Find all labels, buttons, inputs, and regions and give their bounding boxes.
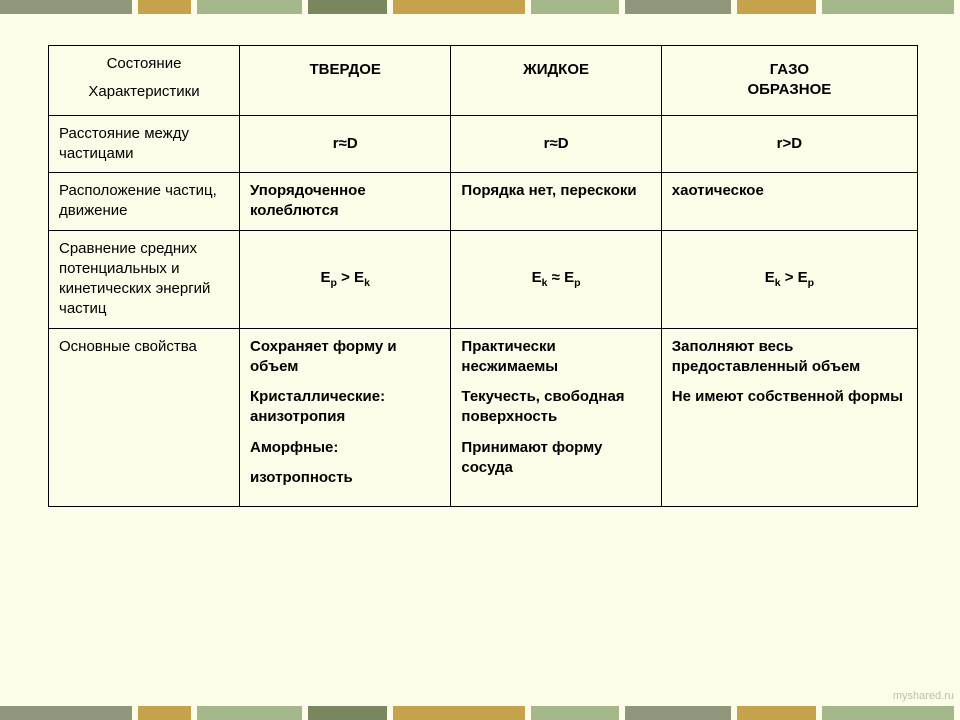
decor-bar <box>737 0 816 14</box>
decor-bar <box>308 706 387 720</box>
prop-text: Кристаллические: анизотропия <box>250 387 440 428</box>
decor-bar <box>0 0 132 14</box>
header-corner: Состояние Характеристики <box>49 46 240 116</box>
table-row: Сравнение средних потенциальных и кинети… <box>49 230 918 328</box>
decor-bar <box>138 706 191 720</box>
row-properties-label: Основные свойства <box>49 328 240 507</box>
table-row: Расстояние между частицами r≈D r≈D r>D <box>49 115 918 173</box>
cell-distance-solid: r≈D <box>240 115 451 173</box>
header-gas-line1: ГАЗО <box>672 60 907 80</box>
decor-bar <box>822 706 954 720</box>
cell-distance-liquid: r≈D <box>451 115 661 173</box>
prop-text: Практически несжимаемы <box>461 337 650 378</box>
cell-energy-solid: Ep > Ek <box>240 230 451 328</box>
prop-text: изотропность <box>250 468 440 488</box>
header-gas-line2: ОБРАЗНОЕ <box>672 80 907 100</box>
decor-bar <box>393 0 525 14</box>
prop-text: Аморфные: <box>250 438 440 458</box>
top-bar-strip <box>0 0 960 14</box>
row-distance-label: Расстояние между частицами <box>49 115 240 173</box>
prop-text: Сохраняет форму и объем <box>250 337 440 378</box>
cell-arrangement-gas: хаотическое <box>661 173 917 231</box>
watermark: myshared.ru <box>893 690 954 702</box>
decor-bar <box>625 0 731 14</box>
decor-bar <box>393 706 525 720</box>
decor-bar <box>531 706 619 720</box>
decor-bar <box>138 0 191 14</box>
cell-properties-gas: Заполняют весь предоставленный объем Не … <box>661 328 917 507</box>
cell-arrangement-solid: Упорядоченное колеблются <box>240 173 451 231</box>
table-row: Расположение частиц, движение Упорядочен… <box>49 173 918 231</box>
prop-text: Принимают форму сосуда <box>461 438 650 479</box>
row-energy-label: Сравнение средних потенциальных и кинети… <box>49 230 240 328</box>
cell-energy-liquid: Ek ≈ Ep <box>451 230 661 328</box>
decor-bar <box>197 0 303 14</box>
decor-bar <box>308 0 387 14</box>
decor-bar <box>625 706 731 720</box>
header-solid: ТВЕРДОЕ <box>240 46 451 116</box>
bottom-bar-strip <box>0 706 960 720</box>
row-arrangement-label: Расположение частиц, движение <box>49 173 240 231</box>
cell-energy-gas: Ek > Ep <box>661 230 917 328</box>
header-gas: ГАЗО ОБРАЗНОЕ <box>661 46 917 116</box>
header-corner-line2: Характеристики <box>59 82 229 102</box>
header-corner-line1: Состояние <box>59 54 229 74</box>
cell-arrangement-liquid: Порядка нет, перескоки <box>451 173 661 231</box>
table-row: Состояние Характеристики ТВЕРДОЕ ЖИДКОЕ … <box>49 46 918 116</box>
cell-properties-solid: Сохраняет форму и объем Кристаллические:… <box>240 328 451 507</box>
decor-bar <box>197 706 303 720</box>
decor-bar <box>737 706 816 720</box>
prop-text: Заполняют весь предоставленный объем <box>672 337 907 378</box>
cell-distance-gas: r>D <box>661 115 917 173</box>
prop-text: Текучесть, свободная поверхность <box>461 387 650 428</box>
decor-bar <box>531 0 619 14</box>
cell-properties-liquid: Практически несжимаемы Текучесть, свобод… <box>451 328 661 507</box>
decor-bar <box>822 0 954 14</box>
table-row: Основные свойства Сохраняет форму и объе… <box>49 328 918 507</box>
states-table: Состояние Характеристики ТВЕРДОЕ ЖИДКОЕ … <box>48 45 918 507</box>
header-liquid: ЖИДКОЕ <box>451 46 661 116</box>
prop-text: Не имеют собственной формы <box>672 387 907 407</box>
decor-bar <box>0 706 132 720</box>
